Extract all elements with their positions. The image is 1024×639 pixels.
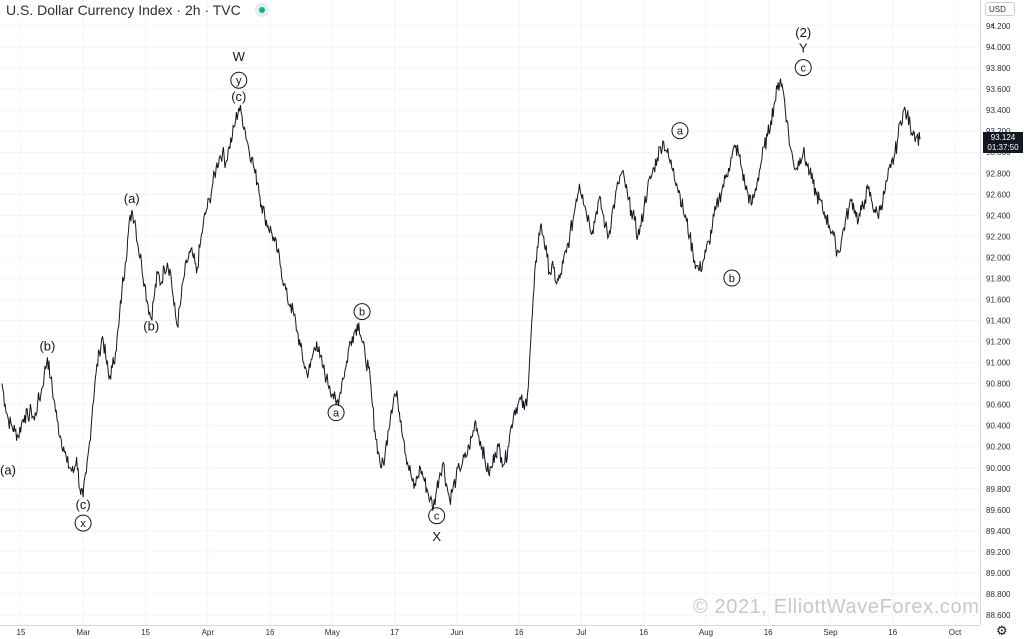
market-status-dot-icon[interactable] xyxy=(254,3,269,17)
wave-label: (2) xyxy=(795,25,811,40)
price-series-line xyxy=(1,78,921,511)
price-tick-label: 94.000 xyxy=(986,43,1011,52)
currency-label: USD xyxy=(989,5,1006,14)
wave-label: y xyxy=(236,75,242,87)
wave-label: (a) xyxy=(124,191,140,206)
time-tick-label: Jul xyxy=(576,628,586,637)
price-tick-label: 88.800 xyxy=(986,590,1011,599)
wave-label: (b) xyxy=(39,338,55,353)
watermark: © 2021, ElliottWaveForex.com xyxy=(693,596,980,618)
wave-label-circle xyxy=(353,303,371,321)
wave-label-circle xyxy=(671,122,689,140)
price-tick-label: 93.200 xyxy=(986,127,1011,136)
chevron-down-icon: ⌄ xyxy=(989,19,996,28)
price-tick-label: 92.000 xyxy=(986,253,1011,262)
time-tick-label: Aug xyxy=(699,628,713,637)
gear-icon[interactable]: ⚙ xyxy=(996,623,1008,638)
interval-label[interactable]: 2h xyxy=(184,2,201,18)
price-tick-label: 88.600 xyxy=(986,611,1011,620)
wave-label: (a) xyxy=(0,463,16,478)
price-tick-label: 92.200 xyxy=(986,232,1011,241)
time-tick-label: 16 xyxy=(515,628,524,637)
wave-label-circle xyxy=(794,59,812,77)
time-tick-label: May xyxy=(325,628,340,637)
price-axis[interactable]: 94.20094.00093.80093.60093.40093.20093.0… xyxy=(986,22,1011,620)
price-tick-label: 94.200 xyxy=(986,22,1011,31)
time-tick-label: 17 xyxy=(390,628,399,637)
time-tick-label: 16 xyxy=(639,628,648,637)
time-tick-label: Sep xyxy=(823,628,838,637)
price-tick-label: 89.800 xyxy=(986,485,1011,494)
price-tick-label: 91.000 xyxy=(986,359,1011,368)
price-tick-label: 90.800 xyxy=(986,380,1011,389)
bar-countdown: 01:37:50 xyxy=(987,143,1019,152)
price-tick-label: 91.400 xyxy=(986,317,1011,326)
wave-label: b xyxy=(359,307,365,319)
wave-label: c xyxy=(434,511,440,523)
price-tick-label: 91.200 xyxy=(986,338,1011,347)
price-tick-label: 93.400 xyxy=(986,106,1011,115)
wave-label: (b) xyxy=(143,318,159,333)
chart-grid xyxy=(0,0,980,625)
wave-label: Y xyxy=(799,41,808,56)
price-tick-label: 92.600 xyxy=(986,190,1011,199)
price-tick-label: 89.000 xyxy=(986,569,1011,578)
price-tick-label: 89.200 xyxy=(986,548,1011,557)
price-tick-label: 93.800 xyxy=(986,64,1011,73)
price-tick-label: 92.800 xyxy=(986,169,1011,178)
time-tick-label: 15 xyxy=(141,628,150,637)
symbol-separator: · xyxy=(176,2,185,18)
time-tick-label: Mar xyxy=(76,628,90,637)
symbol-name[interactable]: U.S. Dollar Currency Index xyxy=(6,2,173,18)
time-tick-label: 16 xyxy=(764,628,773,637)
currency-selector[interactable]: USD ⌄ xyxy=(985,2,1015,28)
wave-label: (c) xyxy=(231,89,246,104)
price-tick-label: 90.400 xyxy=(986,422,1011,431)
chart-header: U.S. Dollar Currency Index · 2h · TVC xyxy=(6,1,269,19)
time-axis[interactable]: 15 Mar 15 Apr 16 May 17 Jun 16 Jul 16 Aug 16 Sep 16 Oct xyxy=(17,628,962,637)
price-tick-label: 89.600 xyxy=(986,506,1011,515)
wave-label: (c) xyxy=(76,497,91,512)
wave-label-circle xyxy=(230,71,248,89)
current-price-value: 93.124 xyxy=(990,133,1016,142)
wave-label: a xyxy=(677,126,684,138)
time-tick-label: 16 xyxy=(888,628,897,637)
price-tick-label: 91.600 xyxy=(986,295,1011,304)
wave-label: b xyxy=(729,273,735,285)
wave-label-circle xyxy=(723,269,741,287)
wave-label-circle xyxy=(327,404,345,422)
time-tick-label: Oct xyxy=(949,628,962,637)
wave-label: a xyxy=(333,408,340,420)
price-tick-label: 93.600 xyxy=(986,85,1011,94)
price-tick-label: 90.000 xyxy=(986,464,1011,473)
current-price-label: 93.124 01:37:50 xyxy=(983,132,1023,153)
price-tick-label: 90.600 xyxy=(986,401,1011,410)
wave-label: X xyxy=(432,529,441,544)
time-tick-label: Apr xyxy=(202,628,215,637)
price-tick-label: 90.200 xyxy=(986,443,1011,452)
wave-label: W xyxy=(233,49,246,64)
price-tick-label: 91.800 xyxy=(986,274,1011,283)
wave-label: c xyxy=(800,63,806,75)
symbol-separator: · xyxy=(204,2,213,18)
wave-label: x xyxy=(80,518,86,530)
wave-label-circle xyxy=(74,514,92,532)
time-tick-label: 16 xyxy=(266,628,275,637)
price-tick-label: 92.400 xyxy=(986,211,1011,220)
source-label: TVC xyxy=(212,2,241,18)
wave-label-circle xyxy=(428,507,446,525)
time-tick-label: Jun xyxy=(450,628,463,637)
time-tick-label: 15 xyxy=(17,628,26,637)
price-tick-label: 89.400 xyxy=(986,527,1011,536)
